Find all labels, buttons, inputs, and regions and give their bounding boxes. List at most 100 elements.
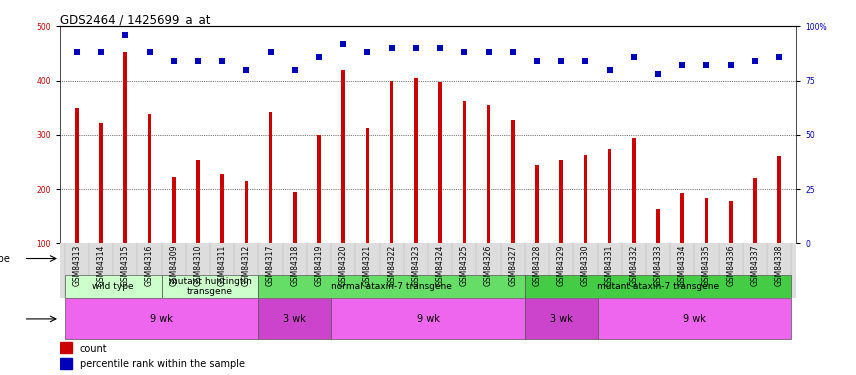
Point	[772, 54, 786, 60]
Bar	[511, 120, 514, 243]
Bar	[220, 174, 224, 243]
Point	[724, 62, 738, 68]
Point	[216, 58, 229, 64]
Text: GSM84321: GSM84321	[363, 245, 372, 286]
Bar	[259, 275, 525, 298]
Text: 3 wk: 3 wk	[283, 314, 306, 324]
Bar	[414, 78, 418, 243]
Text: GSM84318: GSM84318	[290, 245, 300, 286]
Bar	[462, 101, 467, 243]
Text: GSM84314: GSM84314	[97, 245, 105, 286]
Point	[675, 62, 689, 68]
Text: GSM84315: GSM84315	[121, 245, 130, 286]
Text: GDS2464 / 1425699_a_at: GDS2464 / 1425699_a_at	[60, 13, 211, 26]
Bar	[632, 138, 636, 243]
Text: GSM84337: GSM84337	[751, 245, 759, 286]
Point	[433, 45, 447, 51]
Text: GSM84331: GSM84331	[605, 245, 614, 286]
Text: GSM84333: GSM84333	[653, 245, 663, 286]
Text: GSM84329: GSM84329	[556, 245, 566, 286]
Point	[603, 67, 616, 73]
Bar	[123, 52, 128, 243]
Text: GSM84324: GSM84324	[436, 245, 444, 286]
Text: GSM84320: GSM84320	[339, 245, 348, 286]
Text: GSM84319: GSM84319	[314, 245, 324, 286]
Point	[70, 49, 84, 55]
Bar	[525, 298, 597, 339]
Bar	[259, 298, 331, 339]
Text: GSM84325: GSM84325	[460, 245, 469, 286]
Bar	[99, 123, 103, 243]
Text: 9 wk: 9 wk	[683, 314, 706, 324]
Text: GSM84326: GSM84326	[484, 245, 493, 286]
Text: count: count	[80, 344, 107, 354]
Text: 3 wk: 3 wk	[550, 314, 573, 324]
Point	[336, 40, 350, 46]
Point	[191, 58, 205, 64]
Text: mutant huntingtin
transgene: mutant huntingtin transgene	[169, 276, 252, 296]
Point	[555, 58, 568, 64]
Bar	[681, 194, 684, 243]
Bar	[559, 160, 563, 243]
Bar	[65, 298, 259, 339]
Bar	[777, 156, 781, 243]
Bar	[487, 105, 490, 243]
Point	[360, 49, 374, 55]
Point	[385, 45, 399, 51]
Point	[530, 58, 544, 64]
Text: GSM84338: GSM84338	[775, 245, 783, 286]
Bar	[162, 275, 259, 298]
Bar	[60, 342, 72, 353]
Bar	[148, 114, 152, 243]
Text: normal ataxin-7 transgene: normal ataxin-7 transgene	[331, 282, 452, 291]
Point	[264, 49, 277, 55]
Text: GSM84322: GSM84322	[387, 245, 396, 286]
Point	[699, 62, 713, 68]
Bar	[60, 358, 72, 369]
Text: cell type: cell type	[0, 254, 9, 264]
Text: wild type: wild type	[92, 282, 134, 291]
Bar	[196, 160, 199, 243]
Bar	[597, 298, 791, 339]
Point	[167, 58, 181, 64]
Text: mutant ataxin-7 transgene: mutant ataxin-7 transgene	[597, 282, 719, 291]
Point	[457, 49, 471, 55]
Bar	[657, 209, 660, 243]
Bar	[269, 112, 272, 243]
Bar	[389, 81, 394, 243]
Point	[651, 71, 665, 77]
Text: 9 wk: 9 wk	[417, 314, 439, 324]
Text: GSM84330: GSM84330	[581, 245, 590, 286]
Point	[409, 45, 423, 51]
Text: GSM84334: GSM84334	[678, 245, 687, 286]
Bar	[245, 181, 248, 243]
Text: GSM84336: GSM84336	[726, 245, 735, 286]
Bar	[366, 128, 369, 243]
Text: GSM84309: GSM84309	[169, 245, 178, 286]
Bar	[342, 70, 345, 243]
Bar	[584, 155, 587, 243]
Text: GSM84311: GSM84311	[217, 245, 227, 286]
Bar	[525, 275, 791, 298]
Text: GSM84312: GSM84312	[242, 245, 251, 286]
Point	[482, 49, 496, 55]
Text: GSM84335: GSM84335	[702, 245, 711, 286]
Text: GSM84323: GSM84323	[412, 245, 420, 286]
Point	[118, 32, 132, 38]
Text: GSM84316: GSM84316	[145, 245, 154, 286]
Text: GSM84332: GSM84332	[629, 245, 639, 286]
Point	[748, 58, 762, 64]
Bar	[331, 298, 525, 339]
Bar	[65, 275, 162, 298]
Text: GSM84310: GSM84310	[193, 245, 203, 286]
Text: GSM84327: GSM84327	[508, 245, 517, 286]
Text: 9 wk: 9 wk	[150, 314, 173, 324]
Point	[627, 54, 640, 60]
Text: GSM84313: GSM84313	[73, 245, 81, 286]
Bar	[438, 82, 442, 243]
Point	[143, 49, 157, 55]
Point	[240, 67, 253, 73]
Point	[288, 67, 301, 73]
Bar	[172, 177, 175, 243]
Bar	[608, 150, 611, 243]
